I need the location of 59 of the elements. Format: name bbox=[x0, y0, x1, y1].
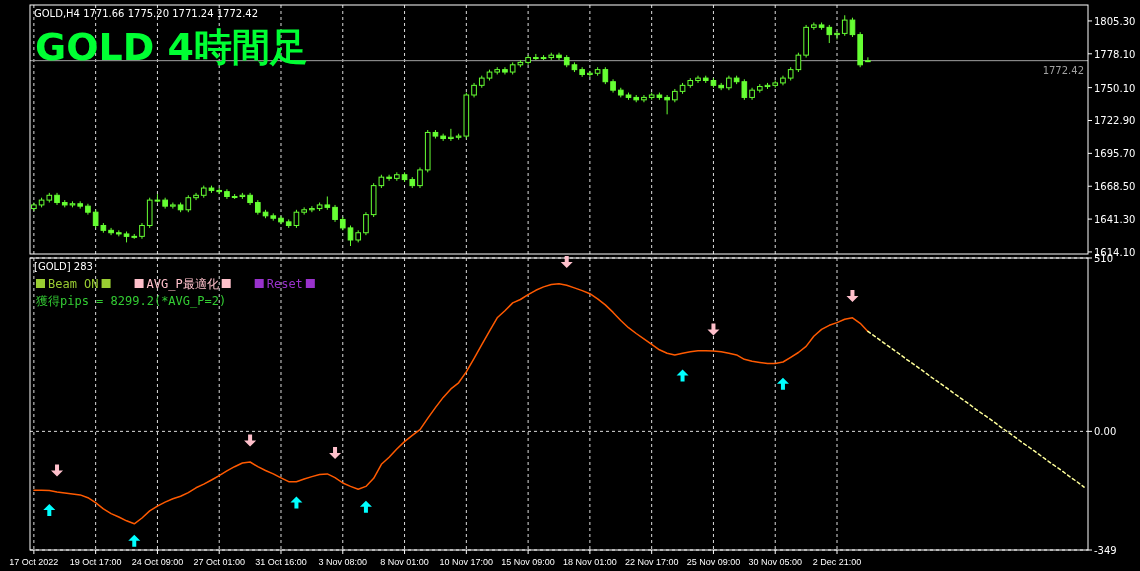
x-tick-label: 27 Oct 01:00 bbox=[193, 557, 245, 567]
point bbox=[676, 369, 689, 382]
candlestick bbox=[347, 224, 354, 247]
x-tick-label: 3 Nov 08:00 bbox=[318, 557, 368, 567]
annotation: Beam ON bbox=[48, 277, 99, 291]
point bbox=[329, 447, 342, 460]
candlestick bbox=[386, 174, 392, 182]
point bbox=[846, 290, 859, 303]
candlestick bbox=[641, 94, 647, 103]
y-tick-label: 0.00 bbox=[1094, 426, 1117, 438]
chart-subtitle: GOLD,H4 1771.66 1775.20 1771.24 1772.42 bbox=[34, 8, 259, 19]
x-tick-label: 31 Oct 16:00 bbox=[255, 557, 307, 567]
y-tick-label: 1778.10 bbox=[1094, 48, 1136, 60]
annotation: Reset bbox=[266, 277, 303, 291]
x-tick-label: 25 Nov 09:00 bbox=[686, 557, 741, 567]
x-tick-label: 17 Oct 2022 bbox=[9, 557, 59, 567]
candlestick bbox=[448, 128, 454, 142]
x-tick-label: 10 Nov 17:00 bbox=[439, 557, 494, 567]
point bbox=[560, 256, 573, 269]
x-tick-label: 30 Nov 05:00 bbox=[748, 557, 803, 567]
y-tick-label: 1750.10 bbox=[1094, 82, 1136, 94]
annotation: AVG_P最適化 bbox=[146, 277, 219, 291]
x-tick-label: 2 Dec 21:00 bbox=[812, 557, 862, 567]
annotation: 獲得pips = 8299.2(*AVG_P=2) bbox=[36, 294, 227, 308]
annotation: [GOLD] 283 bbox=[34, 261, 93, 272]
candlestick bbox=[170, 202, 176, 210]
point bbox=[43, 503, 56, 516]
point bbox=[290, 496, 303, 509]
candlestick bbox=[363, 211, 369, 236]
x-tick-label: 19 Oct 17:00 bbox=[69, 557, 122, 567]
x-tick-label: 15 Nov 09:00 bbox=[501, 557, 555, 567]
x-tick-label: 22 Nov 17:00 bbox=[624, 557, 679, 567]
y-tick-label: 1722.90 bbox=[1094, 115, 1136, 127]
y-tick-label: 1641.30 bbox=[1094, 214, 1136, 226]
point bbox=[51, 464, 64, 477]
candlestick bbox=[664, 94, 670, 115]
x-tick-label: 8 Nov 01:00 bbox=[380, 557, 429, 567]
candlestick bbox=[309, 205, 315, 213]
candlestick bbox=[108, 227, 114, 236]
line-series bbox=[867, 330, 1085, 488]
text: GOLD 4時間足 bbox=[35, 25, 308, 69]
candlestick bbox=[417, 167, 423, 189]
x-tick-label: 24 Oct 09:00 bbox=[131, 557, 184, 567]
point bbox=[707, 323, 720, 336]
point bbox=[244, 434, 257, 447]
y-tick-label: -349 bbox=[1094, 545, 1117, 556]
y-tick-label: 1805.30 bbox=[1094, 15, 1136, 27]
y-tick-label: 1695.70 bbox=[1094, 148, 1136, 160]
candlestick bbox=[865, 56, 871, 63]
candlestick bbox=[834, 30, 840, 40]
x-tick-label: 18 Nov 01:00 bbox=[563, 557, 617, 567]
y-tick-label: 510 bbox=[1094, 253, 1114, 264]
point bbox=[128, 534, 141, 547]
point bbox=[776, 377, 789, 390]
y-tick-label: 1668.50 bbox=[1094, 181, 1136, 193]
candlestick bbox=[587, 70, 593, 78]
point bbox=[359, 500, 372, 513]
ref-line-label: 1772.42 bbox=[1042, 64, 1084, 76]
candlestick bbox=[193, 192, 199, 201]
